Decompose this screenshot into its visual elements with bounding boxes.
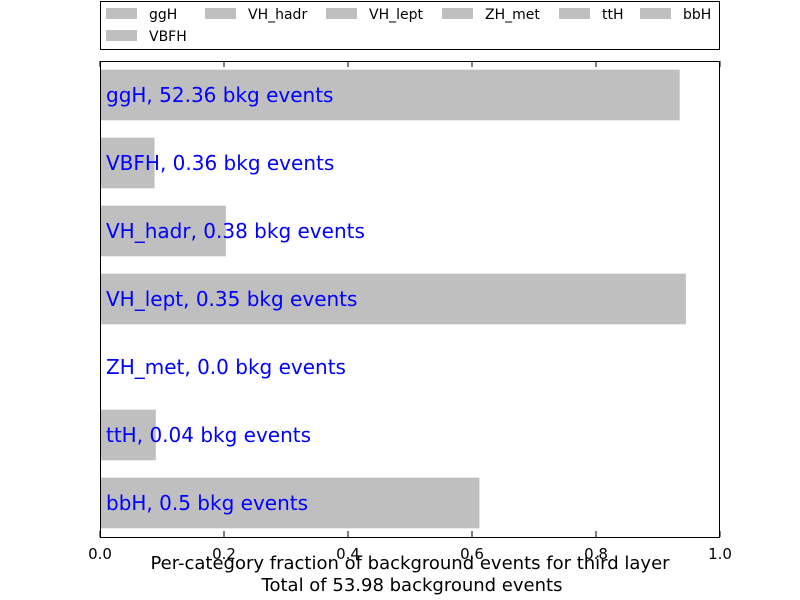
legend: ggH VH_hadr VH_lept ZH_met ttH bbH VBFH [100, 1, 720, 50]
legend-label-VBFH: VBFH [149, 29, 187, 45]
bar-bbH [100, 477, 480, 529]
x-tick-label: 0.8 [584, 545, 608, 563]
legend-label-bbH: bbH [683, 7, 711, 23]
x-axis-label-line2: Total of 53.98 background events [261, 575, 563, 596]
x-tick-label: 0.2 [212, 545, 236, 563]
bar-label-VBFH: VBFH, 0.36 bkg events [106, 151, 334, 175]
x-tick-label: 1.0 [708, 545, 732, 563]
bar-ggH [100, 69, 680, 121]
legend-label-ggH: ggH [149, 7, 177, 23]
legend-label-ttH: ttH [602, 7, 624, 23]
legend-swatch-VBFH [106, 30, 137, 41]
legend-swatch-ttH [559, 8, 590, 19]
x-tick-label: 0.6 [460, 545, 484, 563]
x-axis-label-line1: Per-category fraction of background even… [150, 553, 670, 574]
legend-swatch-ggH [106, 8, 137, 19]
x-tick-label: 0.0 [88, 545, 112, 563]
bar-VH_lept [100, 273, 686, 325]
bar-VBFH [100, 137, 155, 189]
legend-label-VH_hadr: VH_hadr [248, 7, 307, 23]
bar-label-VH_hadr: VH_hadr, 0.38 bkg events [106, 219, 365, 243]
legend-swatch-VH_lept [326, 8, 357, 19]
bar-VH_hadr [100, 205, 226, 257]
bar-label-ttH: ttH, 0.04 bkg events [106, 423, 311, 447]
plot-frame [100, 61, 720, 538]
legend-label-VH_lept: VH_lept [369, 7, 423, 23]
legend-label-ZH_met: ZH_met [485, 7, 540, 23]
plot-area: ggH, 52.36 bkg events VBFH, 0.36 bkg even… [88, 61, 732, 563]
bar-label-ZH_met: ZH_met, 0.0 bkg events [106, 355, 346, 379]
legend-frame [100, 1, 720, 50]
legend-swatch-bbH [640, 8, 671, 19]
legend-swatch-ZH_met [442, 8, 473, 19]
bar-label-ggH: ggH, 52.36 bkg events [106, 83, 333, 107]
x-tick-label: 0.4 [336, 545, 360, 563]
legend-swatch-VH_hadr [205, 8, 236, 19]
bar-label-bbH: bbH, 0.5 bkg events [106, 491, 308, 515]
bar-ttH [100, 409, 156, 461]
bar-label-VH_lept: VH_lept, 0.35 bkg events [106, 287, 357, 311]
